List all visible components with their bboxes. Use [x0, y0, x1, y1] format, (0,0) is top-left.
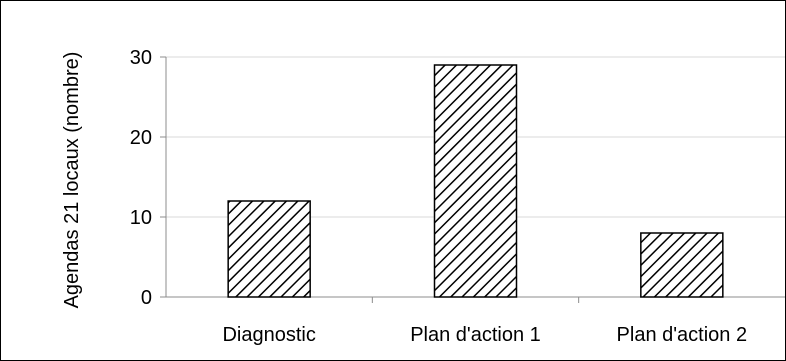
x-category-label: Plan d'action 2: [617, 324, 748, 346]
y-tick-label: 0: [141, 287, 152, 309]
bar: [433, 64, 518, 298]
y-tick-label: 20: [130, 127, 152, 149]
bars: [227, 64, 724, 298]
labels: 0 10 20 30 Diagnostic Plan d'action 1 Plan d'a…: [130, 47, 747, 346]
bar: [227, 200, 311, 298]
y-axis-label: Agendas 21 locaux (nombre): [61, 52, 83, 309]
x-category-label: Plan d'action 1: [410, 324, 541, 346]
bar: [640, 232, 724, 298]
y-tick-label: 10: [130, 207, 152, 229]
x-category-label: Diagnostic: [222, 324, 315, 346]
y-tick-label: 30: [130, 47, 152, 69]
